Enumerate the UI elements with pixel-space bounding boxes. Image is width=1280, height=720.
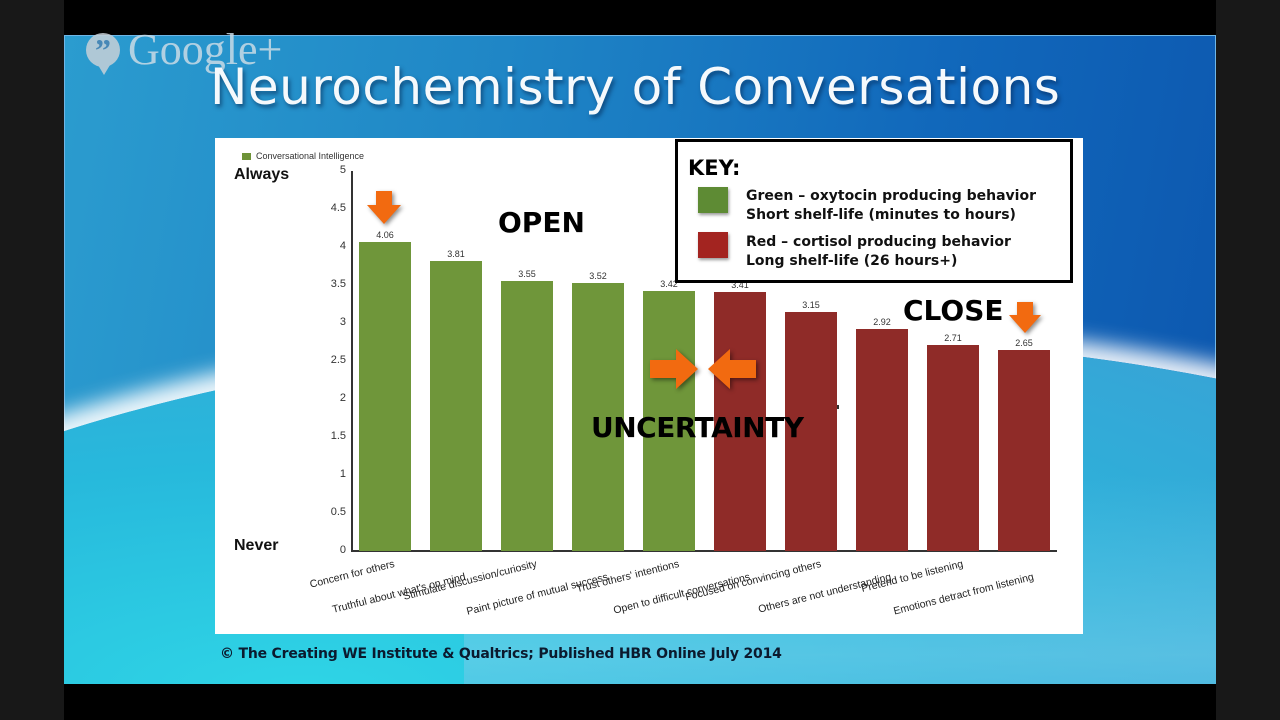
- bar-red: [714, 291, 766, 551]
- key-green-line2: Short shelf-life (minutes to hours): [746, 207, 1016, 223]
- bar-green: [572, 283, 624, 551]
- hangouts-quote-icon: ”: [86, 32, 120, 75]
- copyright-footer: © The Creating WE Institute & Qualtrics;…: [220, 646, 782, 662]
- down-arrow-icon: [367, 191, 401, 224]
- video-bottom-letterbox: [64, 684, 1216, 720]
- chart-legend: Conversational Intelligence: [242, 151, 364, 161]
- y-tick-label: 0.5: [330, 506, 346, 518]
- mouse-cursor: [837, 405, 839, 409]
- google-plus-watermark: ” Google+: [86, 24, 282, 75]
- y-tick-label: 4: [339, 240, 346, 252]
- key-green-text: Green – oxytocin producing behavior Shor…: [746, 187, 1036, 225]
- bar-value-label: 2.71: [944, 333, 962, 344]
- down-arrow-icon: [1009, 302, 1041, 333]
- bar-value-label: 4.06: [376, 230, 394, 241]
- bar-value-label: 3.42: [660, 279, 678, 290]
- key-title: KEY:: [688, 156, 741, 180]
- bar-value-label: 3.15: [802, 299, 820, 310]
- bar-red: [856, 329, 908, 551]
- bar-green: [643, 291, 695, 551]
- bar-value-label: 3.52: [589, 271, 607, 282]
- bar-red: [998, 349, 1050, 551]
- legend-swatch: [242, 152, 251, 160]
- y-tick-label: 3.5: [330, 278, 346, 290]
- bar-value-label: 2.92: [873, 317, 891, 328]
- key-red-swatch: [698, 232, 728, 258]
- y-tick-label: 1.5: [330, 430, 346, 442]
- key-box: KEY: Green – oxytocin producing behavior…: [675, 139, 1073, 283]
- y-axis-never-label: Never: [234, 537, 279, 554]
- left-arrow-icon: [708, 349, 756, 389]
- key-green-swatch: [698, 187, 728, 213]
- y-tick-label: 1: [339, 468, 346, 480]
- bar-value-label: 3.81: [447, 249, 465, 260]
- key-green-line1: Green – oxytocin producing behavior: [746, 188, 1036, 204]
- y-axis: [351, 171, 353, 552]
- bar-red: [785, 311, 837, 551]
- video-top-letterbox: [64, 0, 1216, 35]
- slide-title: Neurochemistry of Conversations: [210, 58, 1061, 116]
- key-red-text: Red – cortisol producing behavior Long s…: [746, 233, 1011, 271]
- key-red-line1: Red – cortisol producing behavior: [746, 234, 1011, 250]
- y-tick-label: 2: [339, 392, 346, 404]
- y-tick-label: 2.5: [330, 354, 346, 366]
- annotation-uncertainty: UNCERTAINTY: [591, 411, 804, 444]
- key-red-line2: Long shelf-life (26 hours+): [746, 253, 958, 269]
- bar-value-label: 3.55: [518, 269, 536, 280]
- bar-green: [430, 261, 482, 551]
- y-tick-label: 3: [339, 316, 346, 328]
- annotation-open: OPEN: [498, 206, 585, 239]
- y-tick-label: 5: [339, 164, 346, 176]
- bar-red: [927, 345, 979, 551]
- right-arrow-icon: [650, 349, 698, 389]
- bar-value-label: 2.65: [1015, 337, 1033, 348]
- bar-value-label: 3.41: [731, 279, 749, 290]
- legend-label: Conversational Intelligence: [256, 151, 365, 161]
- annotation-close: CLOSE: [903, 294, 1004, 327]
- bar-green: [359, 242, 411, 551]
- y-axis-always-label: Always: [234, 166, 290, 183]
- y-tick-label: 0: [339, 544, 346, 556]
- google-plus-wordmark: Google+: [128, 25, 283, 74]
- x-axis: [351, 550, 1057, 552]
- bar-green: [501, 281, 553, 551]
- y-tick-label: 4.5: [330, 202, 346, 214]
